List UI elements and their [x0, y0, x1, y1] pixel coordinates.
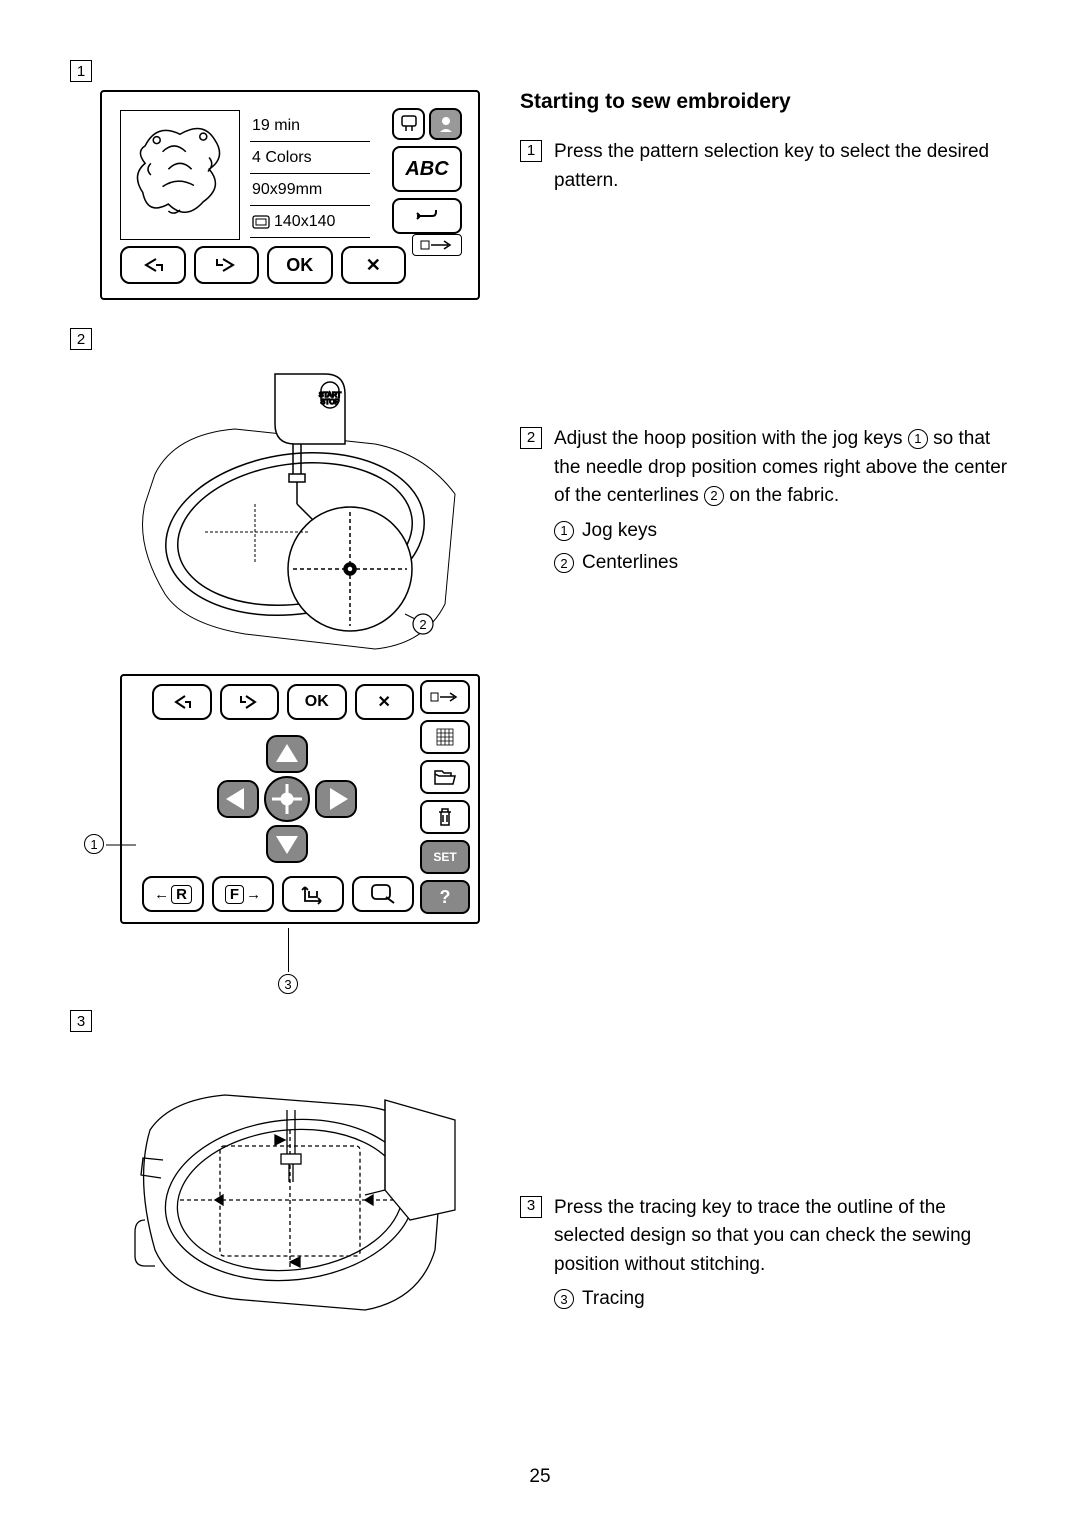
panel-zoom-button — [352, 876, 414, 912]
legend-3-label: Tracing — [582, 1285, 645, 1314]
panel-side-grid-icon — [420, 720, 470, 754]
lcd-size: 90x99mm — [252, 181, 322, 199]
panel-side-delete-icon — [420, 800, 470, 834]
panel-next-button — [220, 684, 280, 720]
lcd-return-icon — [392, 198, 462, 234]
lcd-time: 19 min — [252, 117, 300, 135]
step-marker-2: 2 — [70, 328, 92, 350]
lcd-info-rows: 19 min 4 Colors 90x99mm 140x140 — [250, 110, 370, 238]
lcd-cancel-button: ✕ — [341, 246, 407, 284]
panel-side-next-icon — [420, 680, 470, 714]
step-1-num: 1 — [520, 140, 542, 162]
lcd-next-icon — [412, 234, 462, 256]
lcd-ok-button: OK — [267, 246, 333, 284]
lcd-presser-icon — [392, 108, 425, 140]
panel-side-set-button: SET — [420, 840, 470, 874]
panel-cancel-button: ✕ — [355, 684, 415, 720]
step-2-body: Adjust the hoop position with the jog ke… — [554, 425, 1010, 582]
legend-3-num: 3 — [554, 1289, 574, 1309]
svg-text:STOP: STOP — [321, 399, 340, 406]
legend-1-num: 1 — [554, 521, 574, 541]
jog-keys — [212, 734, 362, 864]
lcd-prev-button — [120, 246, 186, 284]
figure-1-lcd: 19 min 4 Colors 90x99mm 140x140 — [100, 90, 480, 300]
svg-text:2: 2 — [419, 617, 426, 632]
panel-prev-button — [152, 684, 212, 720]
lcd-edit-icon — [429, 108, 462, 140]
step-1-body: Press the pattern selection key to selec… — [554, 138, 1010, 195]
legend-1-label: Jog keys — [582, 517, 657, 546]
step-3-text: 3 Press the tracing key to trace the out… — [520, 1194, 1010, 1318]
step-3-num: 3 — [520, 1196, 542, 1218]
lcd-abc-button: ABC — [392, 146, 462, 192]
step-2-num: 2 — [520, 427, 542, 449]
lcd-colors: 4 Colors — [252, 149, 312, 167]
lcd-hoop: 140x140 — [274, 213, 335, 231]
figure-2a-hoop: START STOP — [125, 364, 465, 664]
legend-2-num: 2 — [554, 553, 574, 573]
lcd-design-preview — [120, 110, 240, 240]
lcd-next-button — [194, 246, 260, 284]
panel-side-open-icon — [420, 760, 470, 794]
panel-trace-button — [282, 876, 344, 912]
step-1-text: 1 Press the pattern selection key to sel… — [520, 138, 1010, 195]
panel-side-help-button: ? — [420, 880, 470, 914]
panel-r-button: ←R — [142, 876, 204, 912]
panel-ok-button: OK — [287, 684, 347, 720]
section-title: Starting to sew embroidery — [520, 90, 1010, 114]
step-marker-3: 3 — [70, 1010, 92, 1032]
step-3-body: Press the tracing key to trace the outli… — [554, 1194, 1010, 1318]
panel-f-button: F→ — [212, 876, 274, 912]
figure-2b-panel: OK ✕ SET ? — [120, 674, 480, 924]
figure-3-tracing — [125, 1060, 465, 1320]
callout-3: 3 — [278, 974, 298, 994]
svg-text:START: START — [319, 392, 342, 399]
hoop-icon — [252, 215, 270, 229]
step-2-text: 2 Adjust the hoop position with the jog … — [520, 425, 1010, 582]
callout-2: 2 — [405, 614, 433, 634]
step-marker-1: 1 — [70, 60, 92, 82]
legend-2-label: Centerlines — [582, 549, 678, 578]
callout-1: 1 — [84, 834, 104, 854]
page-number: 25 — [0, 1466, 1080, 1488]
